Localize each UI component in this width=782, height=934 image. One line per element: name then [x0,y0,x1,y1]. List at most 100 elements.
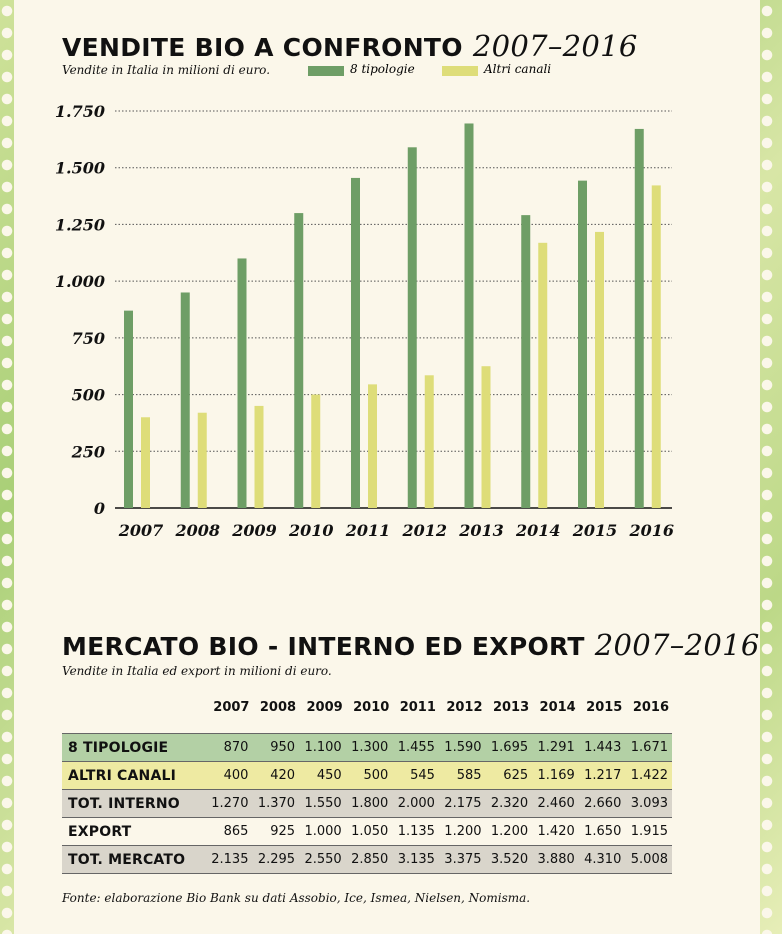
table-title: MERCATO BIO - INTERNO ED EXPORT 2007–2016 [62,628,760,662]
table-cell: 3.093 [625,789,672,818]
x-tick-label-2009: 2009 [231,521,277,540]
table-cell: 865 [205,817,253,846]
legend-label-8-tipologie: 8 tipologie [350,62,415,76]
table-cell: 1.550 [299,789,346,818]
table-header-empty [62,700,206,734]
y-tick-label-750: 750 [72,329,105,348]
y-tick-label-250: 250 [71,442,105,461]
table-header-2012: 2012 [446,700,483,715]
table-cell: 2.660 [578,789,626,818]
table-row-label: EXPORT [62,817,206,846]
bar-8-tipologie-2009 [237,258,247,508]
table-cell: 1.590 [438,733,486,762]
table-cell: 3.375 [438,845,486,874]
table-cell: 1.135 [392,817,439,846]
table-cell: 2.850 [345,845,393,874]
table-cell: 1.800 [345,789,393,818]
table-cell: 450 [299,761,346,790]
x-tick-label-2016: 2016 [628,521,674,540]
x-tick-label-2008: 2008 [174,521,220,540]
table-cell: 2.460 [532,789,579,818]
bar-altri-canali-2016 [651,185,661,508]
table-cell: 1.671 [625,733,672,762]
table-cell: 500 [345,761,393,790]
table-cell: 1.291 [532,733,579,762]
table-row-label: TOT. INTERNO [62,789,206,818]
chart-title-text: VENDITE BIO A CONFRONTO [62,33,463,62]
legend-label-altri-canali: Altri canali [484,62,552,76]
table-row: TOT. MERCATO 2.135 2.295 2.550 2.850 3.135 3.3… [62,845,672,874]
table-header-2009: 2009 [306,700,343,715]
table-row: EXPORT 865 925 1.000 1.050 1.135 1.200 1.200 1.4… [62,817,672,846]
y-tick-label-1750: 1.750 [55,102,105,121]
y-tick-label-500: 500 [72,386,105,405]
table-cell: 1.050 [345,817,393,846]
chart-subtitle: Vendite in Italia in milioni di euro. [62,63,271,77]
table-cell: 1.422 [625,761,672,790]
table-cell: 870 [205,733,253,762]
table-row: TOT. INTERNO 1.270 1.370 1.550 1.800 2.000 2.1… [62,789,672,818]
table-row: 8 TIPOLOGIE 870 950 1.100 1.300 1.455 1.590 1.6… [62,733,672,762]
bar-8-tipologie-2008 [180,292,190,508]
table-cell: 625 [485,761,533,790]
table-row-label: TOT. MERCATO [62,845,206,874]
table-cell: 2.175 [438,789,486,818]
bar-8-tipologie-2014 [521,215,531,508]
table-cell: 3.880 [532,845,579,874]
table-row: ALTRI CANALI 400 420 450 500 545 585 625 1.169 1.… [62,761,672,790]
table-cell: 545 [392,761,439,790]
table-cell: 2.295 [252,845,300,874]
bar-altri-canali-2007 [141,417,150,508]
table-cell: 1.420 [532,817,579,846]
bar-altri-canali-2014 [538,242,548,508]
bar-chart: 0 250 500 750 1.000 1.250 1.500 1.750 2007 2008 20… [55,102,674,540]
table-cell: 585 [438,761,486,790]
table-cell: 1.270 [205,789,253,818]
table-row-label: 8 TIPOLOGIE [62,733,206,762]
bar-altri-canali-2008 [197,412,207,508]
table-cell: 1.200 [485,817,533,846]
table-header-2010: 2010 [353,700,390,715]
table-cell: 4.310 [578,845,626,874]
table-cell: 1.650 [578,817,626,846]
table-cell: 2.320 [485,789,533,818]
table-cell: 1.200 [438,817,486,846]
table-cell: 1.443 [578,733,626,762]
table-cell: 1.370 [252,789,300,818]
stamp-perforation-left [0,0,14,934]
bar-8-tipologie-2007 [124,310,133,508]
x-tick-label-2013: 2013 [458,521,504,540]
bar-altri-canali-2015 [595,231,604,508]
bar-altri-canali-2013 [481,366,491,508]
table-cell: 2.000 [392,789,439,818]
bar-altri-canali-2011 [368,384,377,508]
table-cell: 925 [252,817,300,846]
table-header-row: 2007 2008 2009 2010 2011 2012 2013 2014 2015 2016 [62,700,672,734]
table-cell: 2.550 [299,845,346,874]
table-cell: 1.455 [392,733,439,762]
table-cell: 1.100 [299,733,346,762]
y-tick-label-1000: 1.000 [55,272,105,291]
table-cell: 1.695 [485,733,533,762]
legend-swatch-8-tipologie [308,66,344,76]
stamp-perforation-right [760,0,774,934]
market-table: 2007 2008 2009 2010 2011 2012 2013 2014 2015 2016… [62,700,672,874]
y-tick-label-1250: 1.250 [55,215,105,234]
table-cell: 1.915 [625,817,672,846]
table-cell: 5.008 [625,845,672,874]
bar-8-tipologie-2010 [294,213,304,509]
table-header-2016: 2016 [632,700,669,715]
bar-altri-canali-2012 [424,375,434,508]
table-cell: 3.520 [485,845,533,874]
chart-title-years: 2007–2016 [472,29,638,63]
table-header-2008: 2008 [259,700,297,715]
x-tick-label-2007: 2007 [118,521,164,540]
table-cell: 2.135 [205,845,253,874]
x-tick-label-2014: 2014 [515,521,561,540]
x-tick-label-2015: 2015 [572,521,618,540]
bar-8-tipologie-2013 [464,123,474,508]
bar-8-tipologie-2015 [578,180,587,508]
table-cell: 420 [252,761,300,790]
table-cell: 1.217 [578,761,626,790]
bar-altri-canali-2010 [311,394,321,508]
